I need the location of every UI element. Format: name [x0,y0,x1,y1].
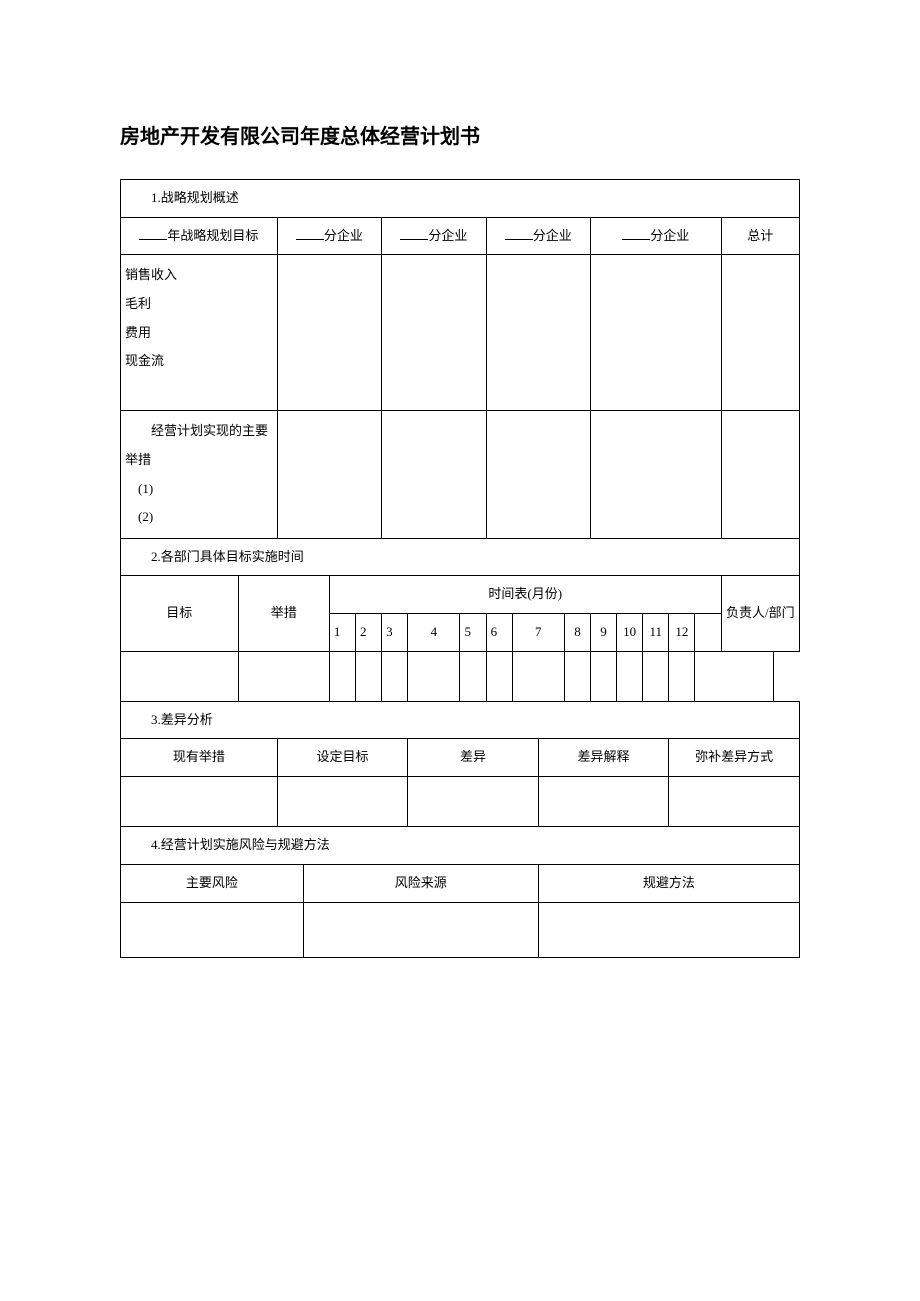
cell [382,255,486,411]
s2-columns-row: 目标 举措 时间表(月份) 负责人/部门 [121,576,800,614]
cell [695,651,773,701]
col-sub-4: 分企业 [591,217,722,255]
cell [329,651,355,701]
month-6: 6 [486,614,512,652]
cell [121,902,304,957]
cell [356,651,382,701]
month-12: 12 [669,614,695,652]
table-row [121,651,800,701]
col-timetable: 时间表(月份) [329,576,721,614]
cell [408,777,539,827]
cell [538,902,799,957]
section-1-header: 1.战略规划概述 [121,180,800,218]
section-4-header: 4.经营计划实施风险与规避方法 [121,827,800,865]
section-3-header: 3.差异分析 [121,701,800,739]
table-row [121,902,800,957]
month-11: 11 [643,614,669,652]
cell [721,255,799,411]
cell [382,411,486,538]
col-existing: 现有举措 [121,739,278,777]
col-total: 总计 [721,217,799,255]
col-strategy: 年战略规划目标 [121,217,278,255]
cell [669,777,800,827]
cell [277,411,381,538]
section-4-header-row: 4.经营计划实施风险与规避方法 [121,827,800,865]
month-7: 7 [512,614,564,652]
cell [512,651,564,701]
cell [591,651,617,701]
cell [591,411,722,538]
month-5: 5 [460,614,486,652]
measures-label: 经营计划实现的主要举措 (1) (2) [121,411,278,538]
cell [721,411,799,538]
col-sub-1: 分企业 [277,217,381,255]
col-remedy: 弥补差异方式 [669,739,800,777]
plan-table: 1.战略规划概述 年战略规划目标 分企业 分企业 分企业 分企业 总计 销售收入… [120,179,800,958]
col-diff: 差异 [408,739,539,777]
cell [669,651,695,701]
cell [238,651,329,701]
cell [486,255,590,411]
cell [591,255,722,411]
month-1: 1 [329,614,355,652]
section-2-header-row: 2.各部门具体目标实施时间 [121,538,800,576]
col-target: 设定目标 [277,739,408,777]
col-measure: 举措 [238,576,329,651]
table-row [121,777,800,827]
col-explain: 差异解释 [538,739,669,777]
s1-row-labels: 销售收入 毛利 费用 现金流 [121,255,278,411]
month-8: 8 [564,614,590,652]
section-2-header: 2.各部门具体目标实施时间 [121,538,800,576]
cell [486,411,590,538]
col-source: 风险来源 [303,864,538,902]
cell [538,777,669,827]
col-sub-2: 分企业 [382,217,486,255]
month-2: 2 [356,614,382,652]
cell [564,651,590,701]
cell [382,651,408,701]
cell [303,902,538,957]
month-4: 4 [408,614,460,652]
cell [408,651,460,701]
section-1-header-row: 1.战略规划概述 [121,180,800,218]
s4-columns-row: 主要风险 风险来源 规避方法 [121,864,800,902]
cell [277,255,381,411]
cell [617,651,643,701]
month-10: 10 [617,614,643,652]
section-3-header-row: 3.差异分析 [121,701,800,739]
col-person: 负责人/部门 [721,576,799,651]
cell [277,777,408,827]
document-title: 房地产开发有限公司年度总体经营计划书 [120,120,800,149]
month-3: 3 [382,614,408,652]
col-avoid: 规避方法 [538,864,799,902]
cell [643,651,669,701]
cell [121,777,278,827]
s1-columns-row: 年战略规划目标 分企业 分企业 分企业 分企业 总计 [121,217,800,255]
col-sub-3: 分企业 [486,217,590,255]
cell [121,651,239,701]
month-9: 9 [591,614,617,652]
s3-columns-row: 现有举措 设定目标 差异 差异解释 弥补差异方式 [121,739,800,777]
cell [486,651,512,701]
col-goal: 目标 [121,576,239,651]
col-risk: 主要风险 [121,864,304,902]
cell [460,651,486,701]
